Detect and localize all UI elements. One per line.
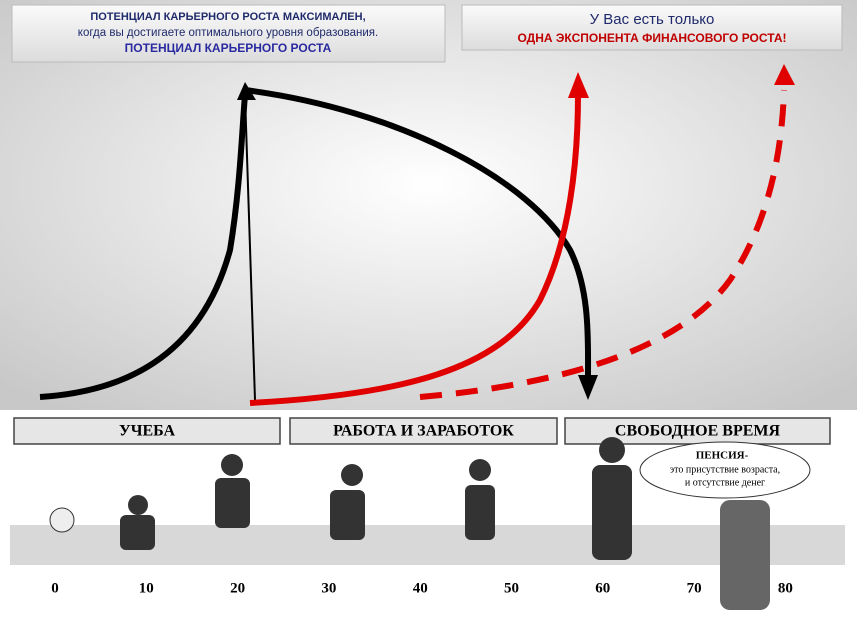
career-fall [244,87,592,376]
header-box [461,4,843,51]
age-label: 30 [321,580,336,596]
header-text: ПОТЕНЦИАЛ КАРЬЕРНОГО РОСТА МАКСИМАЛЕН, [90,11,365,23]
age-label: 10 [139,580,154,596]
finance-curve-dashed [419,89,787,400]
bubble-text: и отсутствие денег [685,477,765,488]
age-label: 50 [504,580,519,596]
header-text: ОДНА ЭКСПОНЕНТА ФИНАНСОВОГО РОСТА! [518,31,787,45]
curves [39,64,795,406]
stage-label: РАБОТА И ЗАРАБОТОК [333,423,514,440]
bubble [639,441,811,499]
arrowhead [774,64,795,85]
header-box [11,4,446,63]
arrowhead [578,375,598,400]
header-text: когда вы достигаете оптимального уровня … [78,27,378,39]
age-label: 80 [778,580,793,596]
age-label: 40 [413,580,428,596]
arrowhead [568,72,589,98]
chart-background [0,0,857,410]
header-right: У Вас есть только ОДНА ЭКСПОНЕНТА ФИНАНС… [461,4,843,51]
bubble-text: ПЕНСИЯ- [696,450,749,462]
stage-label: СВОБОДНОЕ ВРЕМЯ [615,423,781,440]
age-label: 20 [230,580,245,596]
figures [49,437,770,610]
header-left: ПОТЕНЦИАЛ КАРЬЕРНОГО РОСТА МАКСИМАЛЕН, к… [11,4,446,63]
age-label: 0 [51,580,59,596]
stage-banners: УЧЕБА РАБОТА И ЗАРАБОТОК СВОБОДНОЕ ВРЕМЯ [13,417,831,445]
header-text: ПОТЕНЦИАЛ КАРЬЕРНОГО РОСТА [125,41,332,55]
finance-curve [249,94,581,406]
age-axis: 0 10 20 30 40 50 60 70 80 [51,580,793,596]
floor [10,525,845,565]
age-label: 60 [595,580,610,596]
stage-banner [13,417,281,445]
career-rise [39,94,248,400]
stage-label: УЧЕБА [119,423,176,440]
bubble-text: это присутствие возраста, [670,464,780,475]
stage-banner [289,417,558,445]
speech-bubble: ПЕНСИЯ- это присутствие возраста, и отсу… [639,441,811,499]
age-label: 70 [687,580,702,596]
header-text: У Вас есть только [590,11,715,28]
thin-line [244,94,256,401]
